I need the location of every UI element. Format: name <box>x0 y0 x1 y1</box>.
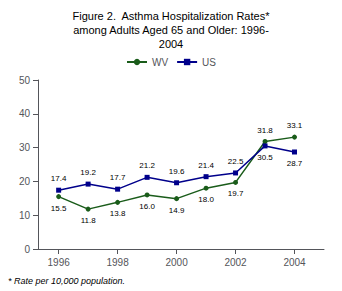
svg-text:19.6: 19.6 <box>169 167 185 176</box>
svg-text:21.4: 21.4 <box>198 161 214 170</box>
svg-text:1996: 1996 <box>48 257 71 268</box>
svg-text:22.5: 22.5 <box>228 157 244 166</box>
svg-text:31.8: 31.8 <box>257 126 273 135</box>
svg-text:30: 30 <box>19 142 31 153</box>
svg-text:1998: 1998 <box>106 257 129 268</box>
svg-text:18.0: 18.0 <box>198 195 214 204</box>
svg-text:40: 40 <box>19 108 31 119</box>
svg-text:50: 50 <box>19 75 31 86</box>
svg-text:WV: WV <box>152 57 168 68</box>
svg-text:14.9: 14.9 <box>169 206 185 215</box>
svg-text:16.0: 16.0 <box>139 202 155 211</box>
svg-text:Figure 2. Asthma Hospitalizat: Figure 2. Asthma Hospitalization Rates* <box>73 10 271 22</box>
svg-text:13.8: 13.8 <box>110 209 126 218</box>
svg-text:US: US <box>202 57 216 68</box>
svg-text:2004: 2004 <box>283 257 306 268</box>
svg-text:10: 10 <box>19 210 31 221</box>
svg-text:11.8: 11.8 <box>81 216 97 225</box>
svg-text:17.7: 17.7 <box>110 173 126 182</box>
svg-text:among Adults Aged 65 and Older: among Adults Aged 65 and Older: 1996- <box>73 24 269 36</box>
svg-text:2004: 2004 <box>159 38 183 50</box>
svg-text:15.5: 15.5 <box>51 204 67 213</box>
svg-text:28.7: 28.7 <box>287 159 303 168</box>
svg-text:30.5: 30.5 <box>257 153 273 162</box>
svg-text:* Rate per 10,000 population.: * Rate per 10,000 population. <box>8 276 125 286</box>
svg-text:2002: 2002 <box>224 257 247 268</box>
svg-text:0: 0 <box>24 244 30 255</box>
svg-text:19.7: 19.7 <box>228 189 244 198</box>
svg-text:19.2: 19.2 <box>80 168 96 177</box>
svg-text:17.4: 17.4 <box>51 174 67 183</box>
svg-text:20: 20 <box>19 176 31 187</box>
svg-text:2000: 2000 <box>165 257 188 268</box>
svg-text:21.2: 21.2 <box>139 161 155 170</box>
svg-text:33.1: 33.1 <box>287 121 303 130</box>
